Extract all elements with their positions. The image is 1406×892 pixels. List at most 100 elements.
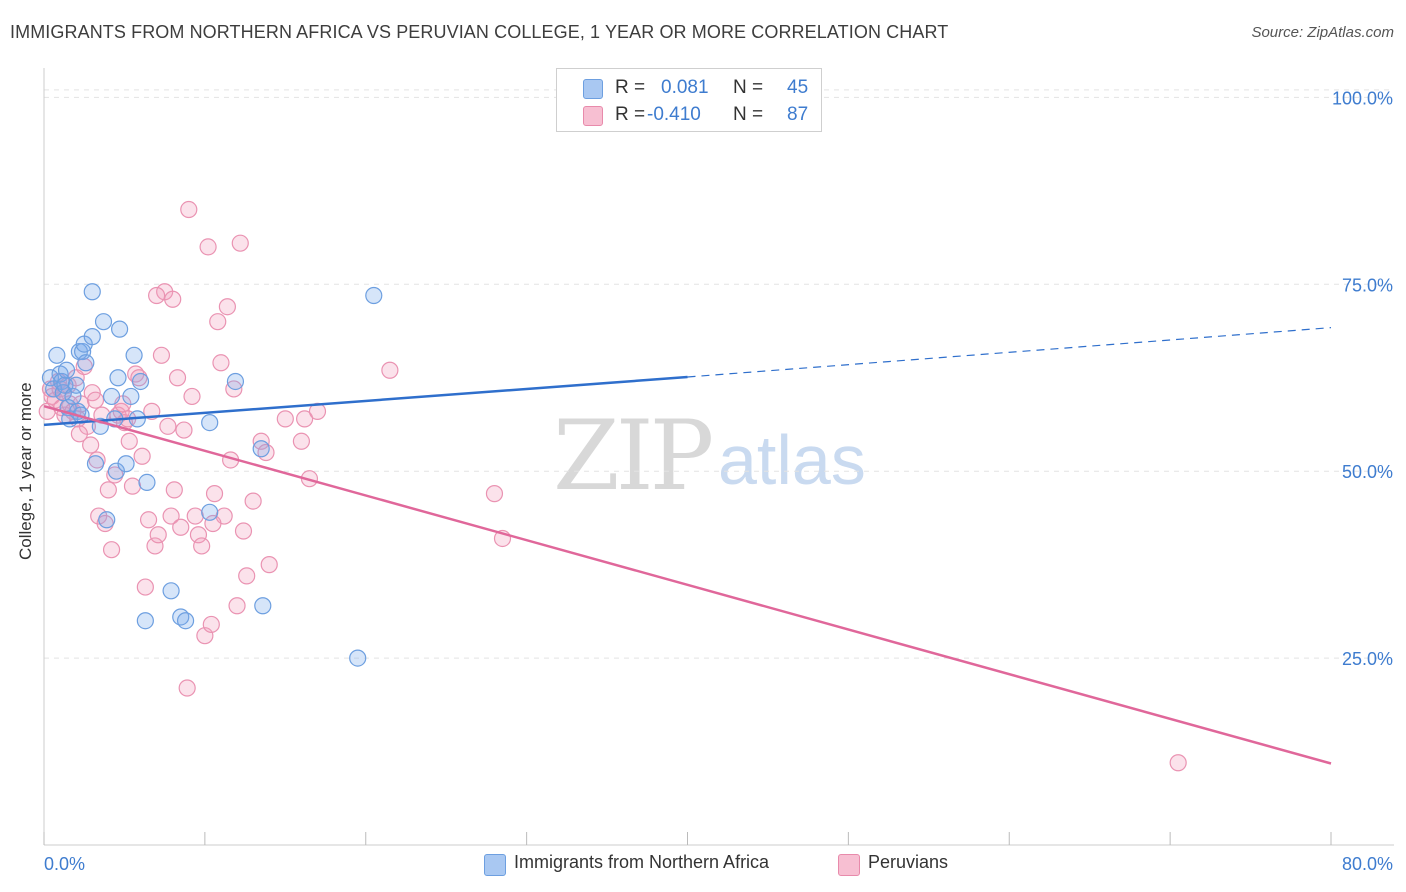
legend-swatch-blue [583, 79, 603, 99]
legend-r-label: R = [615, 77, 646, 98]
y-tick-label: 50.0% [1342, 462, 1393, 482]
northern-africa-point [117, 455, 135, 473]
peruvian-point [82, 436, 100, 454]
peruvian-point [159, 417, 177, 435]
northern-africa-point [162, 582, 180, 600]
peruvian-point [152, 346, 171, 364]
peruvian-point [276, 410, 294, 428]
peruvian-point [204, 514, 222, 533]
legend-r-value: -0.410 [647, 104, 701, 125]
peruvian-point [218, 298, 236, 316]
bottom-legend-label: Peruvians [868, 852, 949, 872]
peruvian-point [244, 492, 262, 510]
legend-n-value: 45 [787, 77, 809, 98]
peruvian-point [175, 421, 193, 439]
peruvian-point [231, 234, 249, 252]
northern-africa-point [201, 413, 219, 432]
northern-africa-point [201, 503, 219, 521]
northern-africa-point [41, 369, 60, 387]
northern-africa-point [254, 597, 272, 615]
peruvian-point [164, 290, 182, 308]
peruvian-point [183, 387, 201, 406]
legend-n-value: 87 [787, 104, 809, 125]
peruvian-point [162, 507, 180, 525]
northern-africa-point [77, 354, 95, 372]
northern-africa-point [111, 320, 129, 338]
northern-africa-point [365, 286, 383, 305]
legend-n-label: N = [733, 104, 764, 125]
peruvian-point [296, 410, 314, 428]
northern-africa-point [83, 328, 101, 346]
northern-africa-trend-line [43, 375, 688, 427]
northern-africa-point [48, 346, 66, 364]
y-tick-label: 25.0% [1342, 649, 1393, 669]
peruvian-point [202, 615, 220, 634]
peruvian-point [136, 578, 154, 596]
northern-africa-point [138, 473, 156, 492]
peruvian-point [180, 200, 198, 219]
peruvian-point [99, 481, 117, 499]
legend-r-label: R = [615, 104, 646, 125]
peruvian-point [165, 481, 183, 499]
chart-source: Source: ZipAtlas.com [1251, 24, 1394, 41]
peruvian-point [148, 286, 166, 305]
bottom-legend-label: Immigrants from Northern Africa [514, 852, 770, 872]
northern-africa-point [125, 346, 143, 364]
peruvian-point [485, 485, 504, 503]
peruvian-point [133, 447, 151, 465]
watermark-atlas: atlas [718, 421, 866, 499]
northern-africa-point [67, 376, 85, 394]
peruvian-point [292, 432, 310, 450]
northern-africa-point [176, 612, 195, 630]
peruvian-point [1169, 754, 1187, 772]
northern-africa-point [349, 649, 367, 667]
peruvian-point [186, 507, 204, 525]
peruvian-point [86, 391, 105, 409]
northern-africa-point [226, 372, 245, 391]
northern-africa-point [136, 612, 154, 630]
peruvian-point [228, 597, 246, 615]
peruvian-point [120, 432, 138, 450]
northern-africa-point [94, 313, 113, 331]
peruvian-point [178, 679, 196, 697]
peruvian-point [260, 556, 278, 574]
legend-swatch-pink [583, 106, 603, 126]
northern-africa-point [102, 387, 121, 406]
northern-africa-point [57, 361, 76, 379]
peruvian-point [189, 526, 208, 544]
legend-row-peruvians: R = -0.410 N = 87 [557, 102, 821, 128]
peruvian-point [146, 537, 164, 555]
peruvian-point [172, 518, 190, 536]
bottom-legend-swatch-pink [838, 854, 860, 876]
watermark-zip: ZIP [553, 400, 714, 512]
northern-africa-point [98, 511, 116, 529]
x-tick-label-min: 0.0% [44, 854, 85, 874]
northern-africa-point [131, 372, 150, 391]
peruvian-point [238, 567, 256, 585]
peruvian-point [123, 477, 142, 495]
northern-africa-point [109, 369, 127, 387]
bottom-legend-swatch-blue [484, 854, 506, 876]
peruvian-point [193, 537, 211, 555]
peruvian-point [209, 313, 227, 331]
northern-africa-point [83, 283, 101, 301]
peruvian-point [234, 522, 253, 540]
legend-r-value: 0.081 [661, 77, 709, 98]
peruvian-point [139, 511, 158, 529]
peruvian-point [205, 485, 224, 503]
peruvian-point [199, 238, 217, 256]
y-tick-label: 100.0% [1332, 88, 1393, 108]
peruvian-trend-line [43, 404, 1332, 765]
northern-africa-point [252, 440, 270, 458]
peruvian-point [212, 354, 230, 372]
peruvian-point [381, 361, 399, 379]
legend-row-northern-africa: R = 0.081 N = 45 [557, 75, 821, 101]
peruvian-point [70, 425, 88, 443]
peruvian-point [168, 369, 187, 387]
northern-africa-trend-extension [687, 327, 1332, 378]
x-tick-label-max: 80.0% [1342, 854, 1393, 874]
correlation-legend: R = 0.081 N = 45 R = -0.410 N = 87 [556, 68, 822, 132]
legend-n-label: N = [733, 77, 764, 98]
northern-africa-point [122, 387, 140, 406]
